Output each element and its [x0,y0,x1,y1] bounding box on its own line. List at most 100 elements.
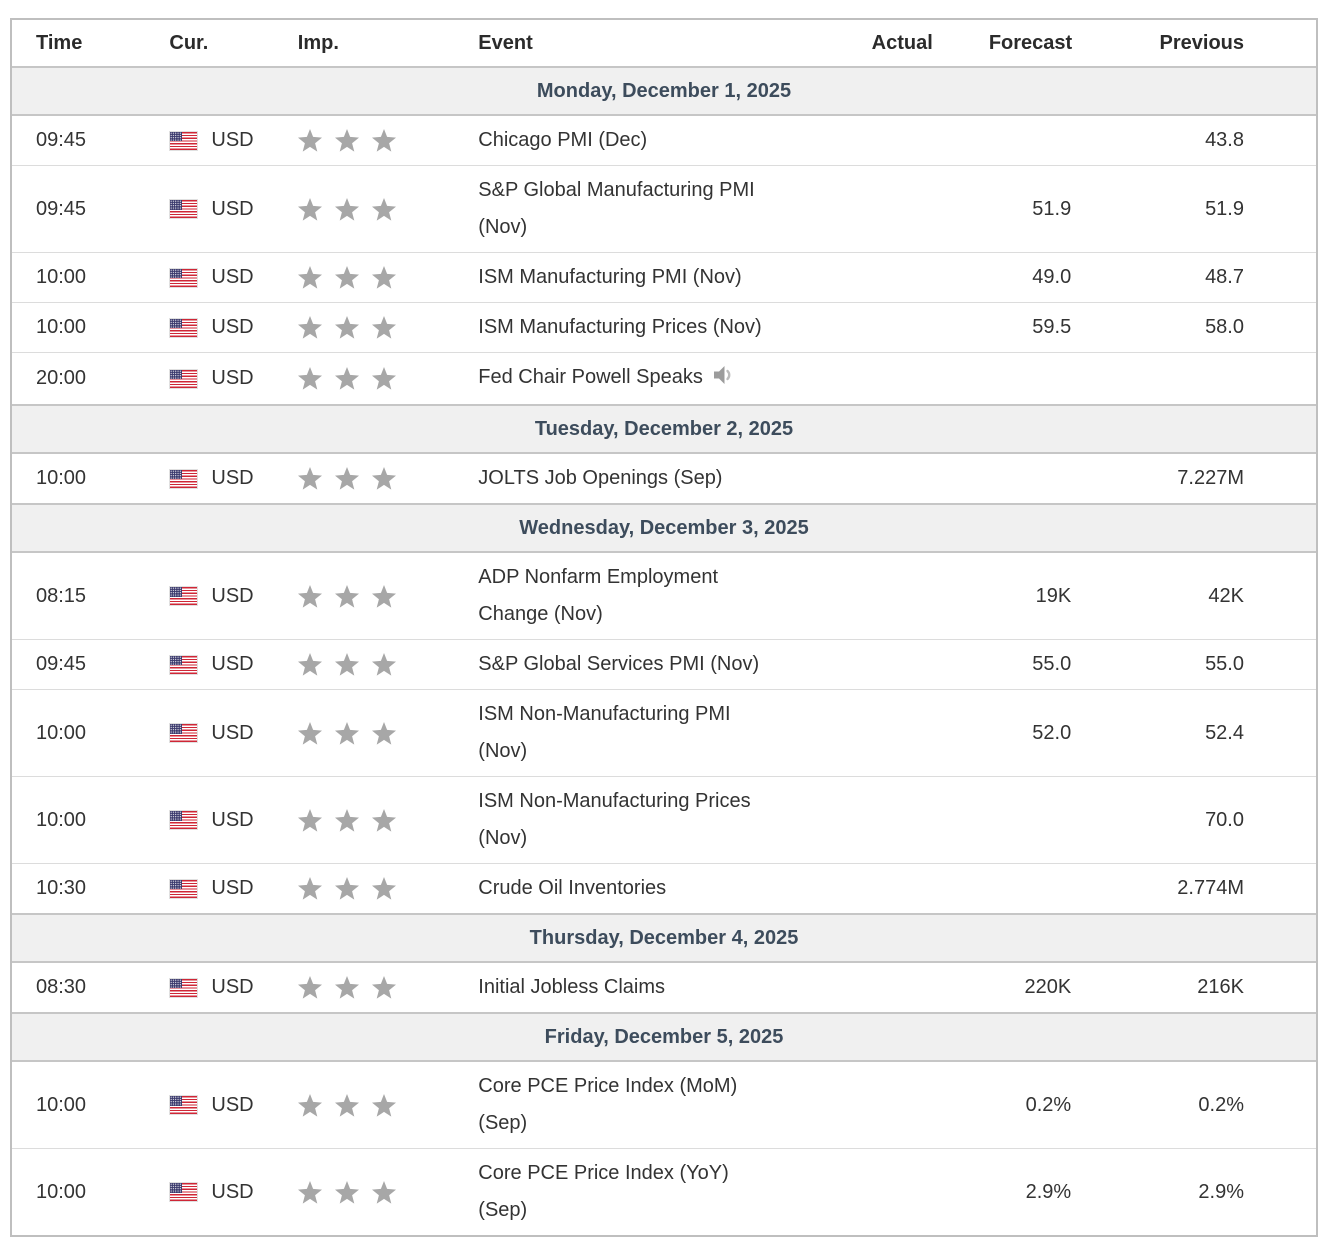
previous-value: 2.774M [1072,863,1316,914]
actual-value [832,352,933,405]
event-name-text[interactable]: JOLTS Job Openings (Sep) [478,467,723,489]
event-name-cell[interactable]: ADP Nonfarm Employment Change (Nov) [436,551,833,640]
event-name-text[interactable]: Core PCE Price Index (YoY) (Sep) [478,1162,729,1221]
event-name-text[interactable]: ISM Non-Manufacturing Prices (Nov) [478,790,751,849]
event-row[interactable]: 10:00 USD ISM Manufacturing PMI (Nov) 49… [12,252,1316,303]
event-row[interactable]: 20:00 USD Fed Chair Powell Speaks [12,352,1316,405]
event-name-cell[interactable]: Core PCE Price Index (YoY) (Sep) [436,1148,833,1235]
currency-cell: USD [143,259,269,296]
importance-star-icon [334,808,359,832]
event-name-cell[interactable]: Chicago PMI (Dec) [436,114,833,166]
importance-star-icon [371,316,396,339]
importance-star-icon [297,653,322,676]
actual-value [832,114,933,166]
forecast-value [932,114,1073,166]
event-name-text[interactable]: Fed Chair Powell Speaks [478,366,703,388]
event-row[interactable]: 10:30 USD Crude Oil Inventories 2.774M [12,863,1316,914]
forecast-value [932,863,1073,914]
event-row[interactable]: 10:00 USD ISM Non-Manufacturing PMI (Nov… [12,689,1316,777]
event-name-cell[interactable]: S&P Global Manufacturing PMI (Nov) [436,165,833,253]
event-row[interactable]: 08:15 USD ADP Nonfarm Employment Change … [12,551,1316,640]
event-name-cell[interactable]: JOLTS Job Openings (Sep) [436,452,833,504]
event-row[interactable]: 09:45 USD Chicago PMI (Dec) 43.8 [12,114,1316,166]
currency-label: USD [211,976,254,998]
importance-star-icon [334,721,359,745]
event-name-text[interactable]: Initial Jobless Claims [478,976,666,998]
importance-star-icon [334,877,359,900]
us-flag-icon [169,586,199,606]
event-name-cell[interactable]: ISM Manufacturing PMI (Nov) [436,252,833,303]
event-name-cell[interactable]: ISM Manufacturing Prices (Nov) [436,302,833,353]
us-flag-icon [169,654,199,675]
event-row[interactable]: 10:00 USD JOLTS Job Openings (Sep) 7.227… [12,452,1316,504]
actual-value [832,252,933,303]
column-header-event: Event [478,31,533,54]
event-time: 10:00 [12,452,143,504]
importance-star-icon [371,877,396,900]
day-header-label: Wednesday, December 3, 2025 [12,503,1316,553]
event-row[interactable]: 10:00 USD ISM Non-Manufacturing Prices (… [12,776,1316,864]
currency-cell: USD [143,1087,269,1124]
event-time: 09:45 [12,114,143,166]
currency-label: USD [211,808,254,831]
event-row[interactable]: 10:00 USD Core PCE Price Index (MoM) (Se… [12,1060,1316,1149]
actual-value [832,639,933,690]
importance-stars [272,584,436,608]
currency-label: USD [211,877,254,899]
currency-cell: USD [143,122,269,159]
currency-cell: USD [143,969,269,1006]
importance-star-icon [297,266,322,289]
column-header-time: Time [36,31,83,54]
importance-star-icon [297,129,322,152]
importance-stars [272,1180,436,1204]
event-name-text[interactable]: Core PCE Price Index (MoM) (Sep) [478,1075,738,1134]
importance-stars [272,721,436,745]
event-row[interactable]: 09:45 USD S&P Global Manufacturing PMI (… [12,165,1316,253]
importance-stars [272,976,436,999]
forecast-value: 220K [932,961,1073,1013]
actual-value [832,551,933,640]
event-name-text[interactable]: S&P Global Manufacturing PMI (Nov) [478,179,755,238]
event-name-cell[interactable]: ISM Non-Manufacturing Prices (Nov) [436,776,833,864]
event-name-text[interactable]: ADP Nonfarm Employment Change (Nov) [478,566,718,625]
importance-star-icon [334,467,359,490]
event-time: 09:45 [12,165,143,253]
event-row[interactable]: 09:45 USD S&P Global Services PMI (Nov) … [12,639,1316,690]
column-header-previous: Previous [1159,31,1244,54]
actual-value [832,776,933,864]
event-name-text[interactable]: Crude Oil Inventories [478,877,667,899]
previous-value: 58.0 [1072,302,1316,353]
event-name-cell[interactable]: ISM Non-Manufacturing PMI (Nov) [436,689,833,777]
us-flag-icon [169,267,199,288]
event-name-text[interactable]: ISM Manufacturing PMI (Nov) [478,266,742,288]
event-name-text[interactable]: Chicago PMI (Dec) [478,129,648,151]
event-row[interactable]: 08:30 USD Initial Jobless Claims 220K 21… [12,961,1316,1013]
event-name-cell[interactable]: S&P Global Services PMI (Nov) [436,639,833,690]
event-name-cell[interactable]: Crude Oil Inventories [436,863,833,914]
currency-label: USD [211,197,254,220]
importance-star-icon [297,584,322,608]
event-row[interactable]: 10:00 USD Core PCE Price Index (YoY) (Se… [12,1148,1316,1235]
day-header-label: Tuesday, December 2, 2025 [12,404,1316,454]
importance-stars [272,316,436,339]
event-time: 10:00 [12,252,143,303]
header-row: Time Cur. Imp. Event Actual Forecast Pre… [12,20,1316,67]
event-time: 20:00 [12,352,143,405]
currency-label: USD [211,129,254,151]
importance-stars [272,129,436,152]
importance-star-icon [297,367,322,390]
event-row[interactable]: 10:00 USD ISM Manufacturing Prices (Nov)… [12,302,1316,353]
previous-value: 55.0 [1072,639,1316,690]
event-name-cell[interactable]: Initial Jobless Claims [436,961,833,1013]
importance-star-icon [297,467,322,490]
event-name-cell[interactable]: Fed Chair Powell Speaks [436,352,833,405]
event-name-cell[interactable]: Core PCE Price Index (MoM) (Sep) [436,1060,833,1149]
previous-value: 48.7 [1072,252,1316,303]
us-flag-icon [169,1182,199,1202]
event-name-text[interactable]: S&P Global Services PMI (Nov) [478,653,760,675]
currency-label: USD [211,1180,254,1203]
event-name-text[interactable]: ISM Non-Manufacturing PMI (Nov) [478,703,731,762]
event-name-text[interactable]: ISM Manufacturing Prices (Nov) [478,316,762,338]
currency-cell: USD [143,870,269,907]
previous-value: 42K [1072,551,1316,640]
